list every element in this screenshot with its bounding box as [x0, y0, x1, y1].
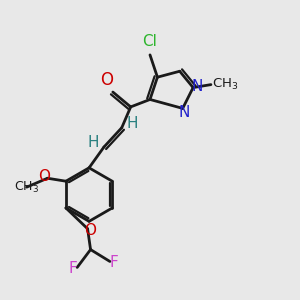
Text: Cl: Cl	[142, 34, 158, 49]
Text: F: F	[110, 255, 119, 270]
Text: N: N	[178, 105, 190, 120]
Text: H: H	[88, 135, 99, 150]
Text: CH$_3$: CH$_3$	[212, 77, 239, 92]
Text: F: F	[68, 261, 77, 276]
Text: O: O	[38, 169, 50, 184]
Text: H: H	[126, 116, 138, 131]
Text: CH$_3$: CH$_3$	[14, 180, 39, 195]
Text: O: O	[100, 71, 113, 89]
Text: O: O	[85, 223, 97, 238]
Text: N: N	[192, 79, 203, 94]
